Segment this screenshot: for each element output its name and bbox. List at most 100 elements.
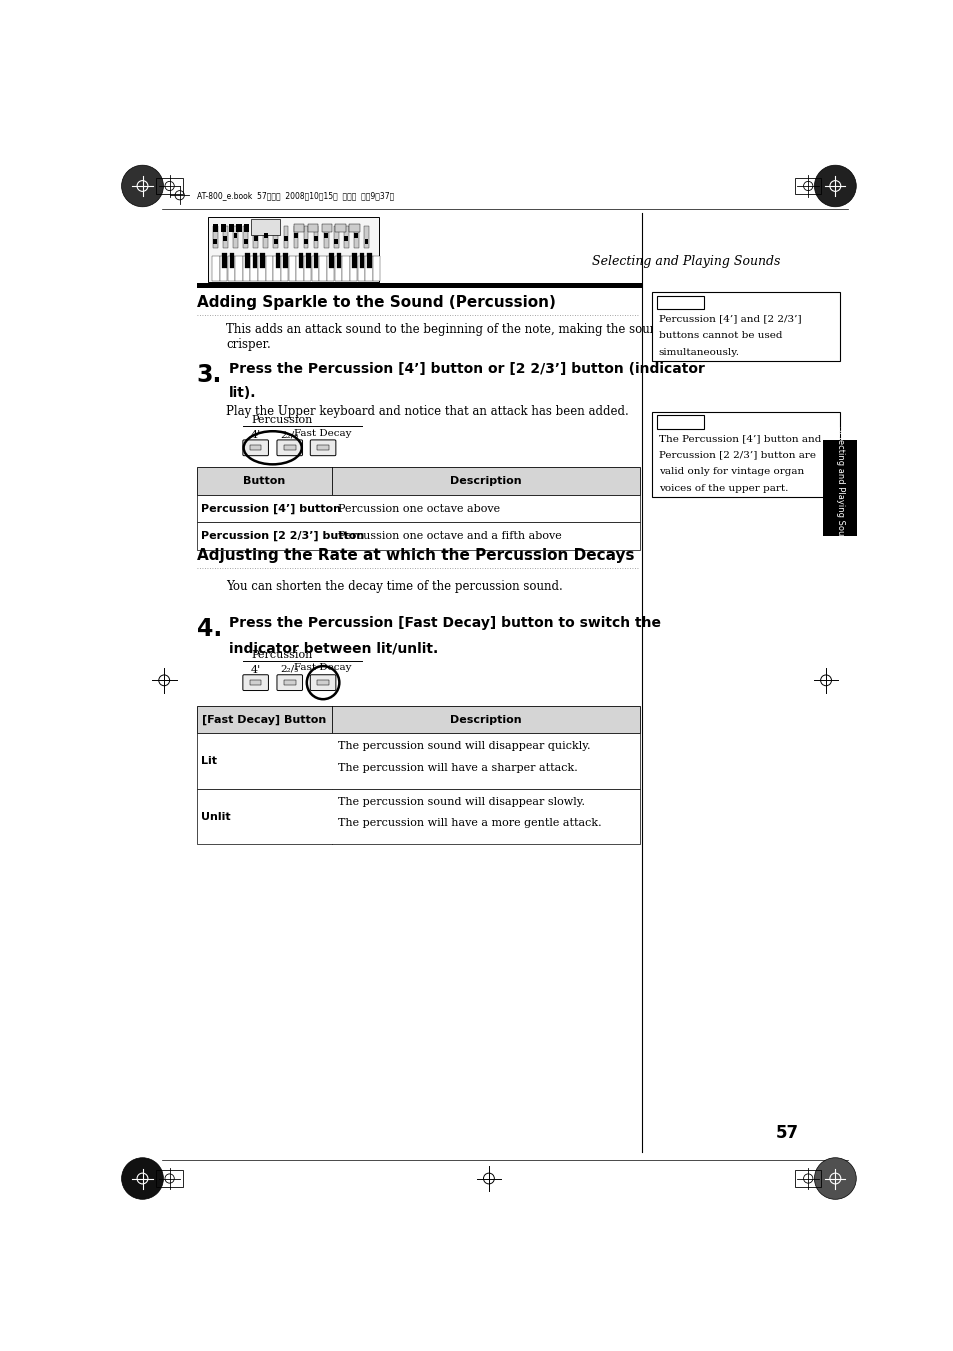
FancyBboxPatch shape xyxy=(243,440,268,455)
Bar xyxy=(321,224,332,232)
Bar xyxy=(327,255,334,281)
Bar xyxy=(281,255,288,281)
Bar xyxy=(275,253,280,269)
Bar xyxy=(359,253,364,269)
Bar xyxy=(352,253,356,269)
Bar xyxy=(250,446,261,450)
Text: Play the Upper keyboard and notice that an attack has been added.: Play the Upper keyboard and notice that … xyxy=(226,405,628,417)
Bar xyxy=(354,226,358,247)
Bar xyxy=(294,226,298,247)
Bar xyxy=(336,253,341,269)
Circle shape xyxy=(121,1158,163,1200)
Bar xyxy=(294,224,304,232)
Bar xyxy=(244,224,249,232)
Text: Percussion [4’] and [2 2/3’]: Percussion [4’] and [2 2/3’] xyxy=(658,315,801,324)
Bar xyxy=(284,446,295,450)
Bar xyxy=(314,226,318,247)
FancyBboxPatch shape xyxy=(310,674,335,690)
Text: Unlit: Unlit xyxy=(200,812,230,821)
Text: Percussion one octave and a fifth above: Percussion one octave and a fifth above xyxy=(337,531,561,542)
Bar xyxy=(251,255,257,281)
Bar xyxy=(212,255,219,281)
Text: The percussion will have a more gentle attack.: The percussion will have a more gentle a… xyxy=(337,819,600,828)
Text: Adding Sparkle to the Sound (Percussion): Adding Sparkle to the Sound (Percussion) xyxy=(196,296,555,311)
Bar xyxy=(284,236,288,240)
Text: Press the Percussion [4’] button or [2 2/3’] button (indicator: Press the Percussion [4’] button or [2 2… xyxy=(229,362,704,376)
Text: You can shorten the decay time of the percussion sound.: You can shorten the decay time of the pe… xyxy=(226,580,562,593)
Bar xyxy=(335,255,341,281)
Bar xyxy=(364,239,368,243)
Text: valid only for vintage organ: valid only for vintage organ xyxy=(658,467,803,476)
Text: Percussion [2 2/3’] button are: Percussion [2 2/3’] button are xyxy=(658,450,815,459)
Bar xyxy=(324,232,328,238)
Bar xyxy=(304,239,308,243)
Bar xyxy=(243,226,248,247)
Bar xyxy=(245,253,250,269)
Bar xyxy=(323,226,328,247)
Bar xyxy=(233,226,237,247)
Bar xyxy=(304,255,311,281)
Text: Press the Percussion [Fast Decay] button to switch the: Press the Percussion [Fast Decay] button… xyxy=(229,616,660,630)
Bar xyxy=(196,467,639,494)
Text: Selecting and Playing Sounds: Selecting and Playing Sounds xyxy=(592,255,780,267)
Bar xyxy=(367,253,372,269)
Bar xyxy=(334,226,338,247)
Text: lit).: lit). xyxy=(229,386,256,400)
Bar xyxy=(317,680,329,685)
Bar xyxy=(306,253,311,269)
Bar xyxy=(283,226,288,247)
Bar xyxy=(230,253,234,269)
Bar xyxy=(794,1170,821,1188)
Bar xyxy=(235,255,242,281)
Bar xyxy=(243,255,250,281)
FancyBboxPatch shape xyxy=(276,440,302,455)
Bar xyxy=(196,734,639,789)
Text: Percussion: Percussion xyxy=(251,650,313,659)
Bar xyxy=(263,226,268,247)
Bar xyxy=(253,226,257,247)
Circle shape xyxy=(814,1158,856,1200)
Bar xyxy=(223,226,228,247)
Text: The percussion sound will disappear quickly.: The percussion sound will disappear quic… xyxy=(337,742,590,751)
Text: crisper.: crisper. xyxy=(226,339,271,351)
Bar xyxy=(196,789,639,844)
Text: 4': 4' xyxy=(251,430,260,440)
Bar xyxy=(822,440,856,536)
Bar xyxy=(233,232,237,238)
Bar xyxy=(364,226,369,247)
Bar xyxy=(222,253,226,269)
Bar xyxy=(284,680,295,685)
Bar xyxy=(274,255,280,281)
Bar xyxy=(156,1170,183,1188)
FancyBboxPatch shape xyxy=(310,440,335,455)
Text: Fast Decay: Fast Decay xyxy=(294,428,352,438)
Circle shape xyxy=(814,165,856,207)
Bar xyxy=(156,177,183,195)
Text: This adds an attack sound to the beginning of the note, making the sound: This adds an attack sound to the beginni… xyxy=(226,323,664,336)
Bar xyxy=(228,255,234,281)
Bar xyxy=(373,255,380,281)
Bar xyxy=(196,494,639,523)
Text: Percussion: Percussion xyxy=(251,415,313,424)
Bar xyxy=(314,236,317,240)
Bar xyxy=(350,255,357,281)
Bar xyxy=(213,224,218,232)
Bar xyxy=(317,446,329,450)
Bar xyxy=(349,224,360,232)
Bar xyxy=(289,255,295,281)
Bar xyxy=(312,255,318,281)
Bar xyxy=(794,177,821,195)
Text: 4.: 4. xyxy=(196,617,222,642)
Circle shape xyxy=(121,165,163,207)
Bar xyxy=(355,232,358,238)
Text: [Fast Decay] Button: [Fast Decay] Button xyxy=(202,715,326,724)
Bar xyxy=(243,239,247,243)
FancyBboxPatch shape xyxy=(276,674,302,690)
Text: buttons cannot be used: buttons cannot be used xyxy=(658,331,781,340)
Text: The percussion sound will disappear slowly.: The percussion sound will disappear slow… xyxy=(337,797,584,807)
Bar xyxy=(296,255,303,281)
Bar xyxy=(335,224,346,232)
Text: Lit: Lit xyxy=(200,757,216,766)
Bar xyxy=(329,253,334,269)
Bar xyxy=(196,705,639,734)
